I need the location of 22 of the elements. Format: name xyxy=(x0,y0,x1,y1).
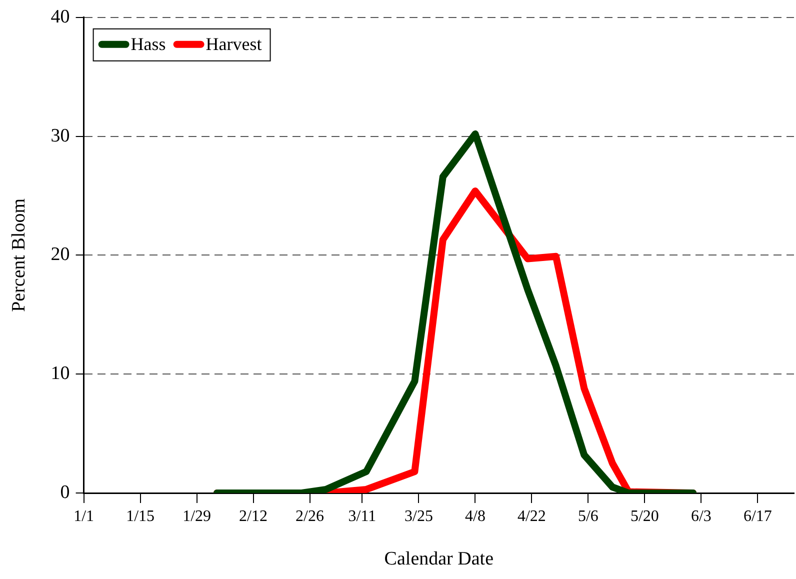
y-axis-title: Percent Bloom xyxy=(8,198,30,312)
x-tick-label: 3/25 xyxy=(404,508,433,525)
y-tick-label: 40 xyxy=(50,6,70,28)
x-tick-label: 2/26 xyxy=(296,508,324,525)
legend-label: Hass xyxy=(130,34,166,54)
x-tick-label: 6/3 xyxy=(690,508,712,525)
y-tick-label: 10 xyxy=(50,363,70,384)
x-tick-label: 6/17 xyxy=(743,508,772,525)
x-tick-label: 5/6 xyxy=(578,508,598,525)
x-tick-label: 4/22 xyxy=(517,508,546,525)
x-axis-title: Calendar Date xyxy=(384,548,494,570)
x-tick-label: 5/20 xyxy=(630,508,659,525)
x-tick-label: 3/11 xyxy=(348,508,376,525)
legend-label: Harvest xyxy=(206,34,262,54)
y-tick-label: 20 xyxy=(50,244,70,266)
y-tick-label: 0 xyxy=(60,482,70,503)
x-tick-label: 1/1 xyxy=(74,508,94,525)
x-tick-label: 2/12 xyxy=(239,508,268,525)
x-tick-label: 1/29 xyxy=(182,508,212,525)
x-tick-label: 1/15 xyxy=(126,508,155,525)
y-tick-label: 30 xyxy=(50,125,70,146)
x-tick-label: 4/8 xyxy=(464,508,486,525)
